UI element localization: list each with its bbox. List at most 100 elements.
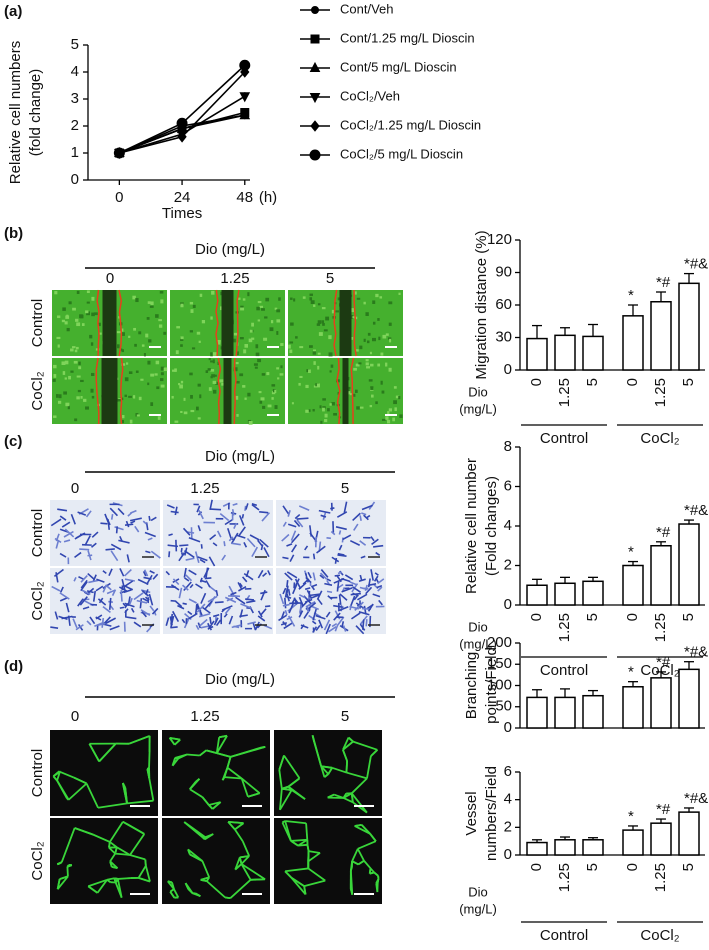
cell-speckle bbox=[388, 367, 392, 372]
cell bbox=[342, 534, 352, 541]
cell-speckle bbox=[78, 366, 82, 370]
row-label: CoCl₂ bbox=[29, 841, 46, 880]
cell-speckle bbox=[178, 383, 181, 386]
vessel bbox=[227, 821, 236, 831]
cell-speckle bbox=[210, 369, 215, 372]
cell-speckle bbox=[324, 419, 328, 423]
significance-label: *# bbox=[656, 801, 671, 818]
panel-label: (b) bbox=[4, 225, 23, 242]
bar bbox=[678, 282, 700, 371]
cell-speckle bbox=[80, 379, 84, 383]
cell bbox=[308, 604, 319, 611]
marker bbox=[239, 92, 251, 103]
vessel bbox=[278, 755, 285, 771]
cell bbox=[341, 537, 344, 543]
cell bbox=[365, 619, 368, 627]
cell-speckle bbox=[156, 386, 160, 390]
vessel bbox=[66, 866, 69, 877]
cell-speckle bbox=[176, 326, 181, 329]
bar bbox=[678, 668, 700, 729]
cell bbox=[282, 556, 289, 560]
cell-speckle bbox=[236, 380, 240, 384]
cell bbox=[317, 598, 323, 606]
cell bbox=[284, 572, 293, 581]
cell-speckle bbox=[240, 305, 244, 309]
y-tick-label: 4 bbox=[504, 791, 512, 808]
vessel bbox=[357, 840, 377, 850]
cell-speckle bbox=[385, 416, 389, 420]
dose-label: 0 bbox=[106, 270, 114, 287]
cell-speckle bbox=[160, 366, 165, 371]
image-title: Dio (mg/L) bbox=[205, 448, 275, 465]
cell-speckle bbox=[329, 403, 332, 406]
cell bbox=[243, 541, 248, 548]
vessel bbox=[218, 734, 228, 739]
significance-label: *#& bbox=[684, 644, 708, 661]
cell-speckle bbox=[117, 344, 120, 349]
cell-speckle bbox=[320, 420, 323, 424]
y-axis-label: Relative cell number bbox=[463, 458, 480, 594]
cell bbox=[257, 615, 266, 622]
marker bbox=[309, 61, 321, 72]
cell-speckle bbox=[85, 310, 89, 314]
cell-speckle bbox=[331, 309, 335, 314]
cell bbox=[330, 530, 336, 536]
y-tick-label: 120 bbox=[487, 231, 512, 248]
cell-speckle bbox=[278, 297, 281, 301]
cell bbox=[119, 535, 123, 542]
cell bbox=[210, 508, 222, 511]
vessel bbox=[187, 849, 191, 855]
cell bbox=[316, 590, 323, 600]
cell bbox=[309, 525, 313, 537]
cell-speckle bbox=[121, 420, 125, 424]
vessel bbox=[287, 785, 306, 800]
cell bbox=[75, 624, 84, 631]
vessel bbox=[204, 833, 214, 841]
significance-label: * bbox=[628, 544, 634, 561]
vessel bbox=[108, 846, 116, 855]
y-tick-label: 3 bbox=[71, 90, 79, 107]
cell bbox=[294, 578, 302, 590]
cell bbox=[228, 536, 234, 542]
vessel bbox=[174, 753, 188, 759]
cell-speckle bbox=[74, 349, 78, 353]
tube-image bbox=[162, 818, 270, 904]
cell bbox=[282, 621, 287, 627]
cell bbox=[324, 582, 333, 586]
bar bbox=[582, 694, 604, 729]
cell bbox=[181, 618, 186, 624]
cell bbox=[185, 557, 195, 561]
cell-speckle bbox=[61, 361, 66, 366]
cell-speckle bbox=[180, 380, 184, 384]
cell-speckle bbox=[244, 397, 247, 400]
cell-speckle bbox=[274, 307, 278, 310]
cell-speckle bbox=[380, 352, 384, 356]
cell bbox=[188, 569, 197, 576]
cell bbox=[227, 528, 232, 539]
vessel bbox=[208, 804, 214, 810]
vessel bbox=[357, 859, 365, 866]
vessel bbox=[199, 749, 207, 757]
cell-speckle bbox=[91, 296, 95, 301]
scratch-edge bbox=[336, 357, 341, 425]
cell bbox=[339, 593, 348, 601]
cell bbox=[187, 610, 193, 616]
cell-speckle bbox=[353, 367, 357, 371]
cell bbox=[70, 513, 76, 525]
legend-label: CoCl₂/5 mg/L Dioscin bbox=[340, 146, 463, 161]
cell-speckle bbox=[155, 314, 159, 318]
vessel bbox=[327, 793, 335, 799]
cell bbox=[96, 578, 105, 583]
scratch-edge bbox=[96, 289, 100, 357]
vessel bbox=[216, 752, 231, 758]
cell bbox=[133, 592, 144, 601]
cell bbox=[195, 624, 200, 631]
cell-speckle bbox=[56, 336, 61, 340]
cell bbox=[350, 595, 356, 606]
cell-speckle bbox=[190, 409, 195, 413]
cell-speckle bbox=[322, 407, 325, 412]
cell bbox=[125, 520, 130, 528]
cell bbox=[230, 591, 237, 596]
cell-speckle bbox=[70, 348, 74, 352]
cell bbox=[215, 619, 222, 627]
